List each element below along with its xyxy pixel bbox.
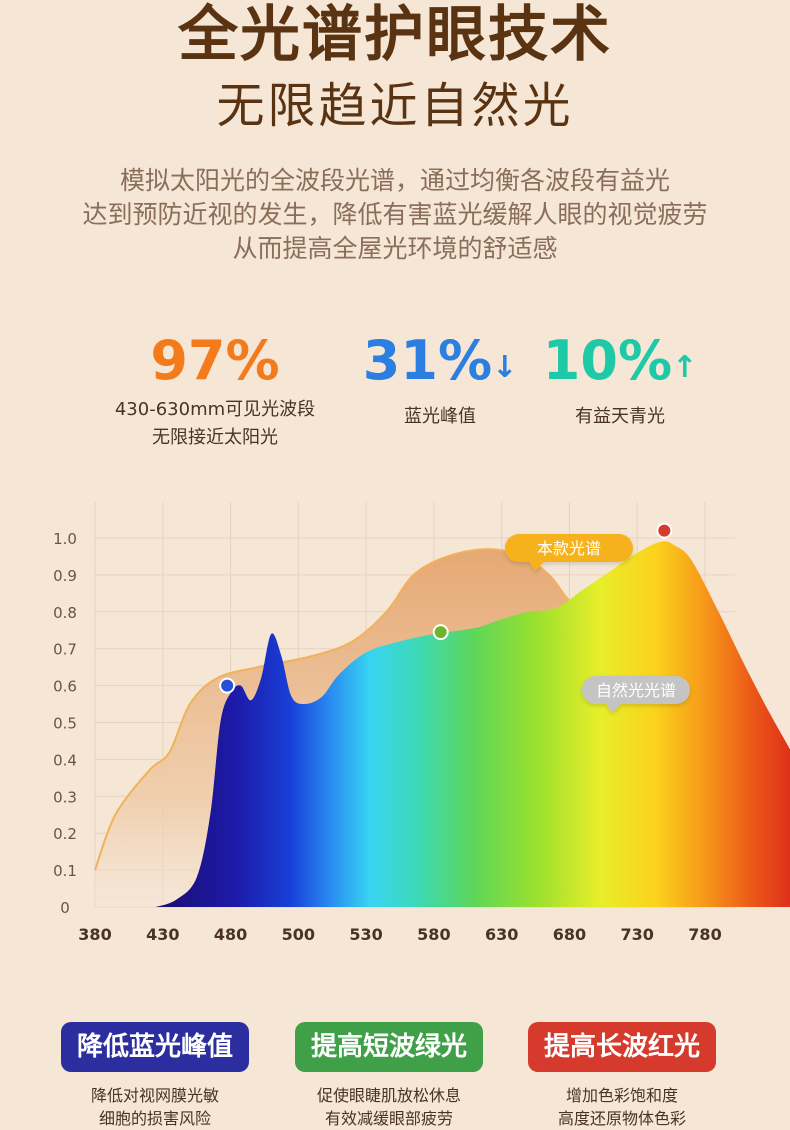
x-tick-label: 580 xyxy=(417,925,450,944)
y-axis: 1.0 0.9 0.8 0.7 0.6 0.5 0.4 0.3 0.2 0.1 0 xyxy=(53,530,77,917)
y-tick-label: 0 xyxy=(60,899,70,917)
callout-text: 本款光谱 xyxy=(537,539,601,558)
x-tick-label: 730 xyxy=(621,925,654,944)
feature-caption: 降低对视网膜光敏 细胞的损害风险 xyxy=(55,1084,255,1130)
stat-value: 10%↑ xyxy=(520,330,720,399)
product-spectrum-area xyxy=(156,541,790,907)
stat-number: 10% xyxy=(542,329,673,392)
stat-label: 有益天青光 xyxy=(520,403,720,431)
stat-label: 430-630mm可见光波段 无限接近太阳光 xyxy=(95,396,335,452)
stat-label-line: 有益天青光 xyxy=(575,406,665,427)
caption-line: 增加色彩饱和度 xyxy=(565,1086,678,1105)
callout-text: 自然光光谱 xyxy=(596,681,676,700)
y-tick-label: 0.2 xyxy=(53,825,77,843)
y-tick-label: 0.7 xyxy=(53,641,77,659)
stat-visible-band: 97% 430-630mm可见光波段 无限接近太阳光 xyxy=(95,330,335,452)
arrow-up-icon: ↑ xyxy=(672,350,698,385)
feature-pill-red: 提高长波红光 xyxy=(528,1022,716,1072)
stat-number: 31% xyxy=(362,329,493,392)
arrow-down-icon: ↓ xyxy=(492,350,518,385)
stat-label: 蓝光峰值 xyxy=(340,403,540,431)
feature-pill-green: 提高短波绿光 xyxy=(295,1022,483,1072)
stat-value: 31%↓ xyxy=(340,330,540,399)
caption-line: 高度还原物体色彩 xyxy=(557,1109,686,1128)
caption-line: 促使眼睫肌放松休息 xyxy=(316,1086,461,1105)
marker-dot xyxy=(432,624,449,641)
y-tick-label: 1.0 xyxy=(53,530,77,548)
page-subtitle: 无限趋近自然光 xyxy=(216,78,574,134)
feature-pill-blue: 降低蓝光峰值 xyxy=(61,1022,249,1072)
y-tick-label: 0.6 xyxy=(53,678,77,696)
x-tick-label: 430 xyxy=(146,925,179,944)
callout-natural-spectrum: 自然光光谱 xyxy=(582,676,690,713)
caption-line: 细胞的损害风险 xyxy=(98,1109,211,1128)
description-line: 从而提高全屋光环境的舒适感 xyxy=(232,234,558,263)
callout-bubble xyxy=(505,534,633,562)
caption-line: 有效减缓眼部疲劳 xyxy=(324,1109,453,1128)
spectrum-chart: 1.0 0.9 0.8 0.7 0.6 0.5 0.4 0.3 0.2 0.1 0 380 430 48… xyxy=(53,502,790,944)
stat-cyan-light: 10%↑ 有益天青光 xyxy=(520,330,720,431)
x-tick-label: 500 xyxy=(282,925,315,944)
marker-dot xyxy=(219,677,236,694)
stat-label-line: 430-630mm可见光波段 xyxy=(114,399,316,420)
y-tick-label: 0.5 xyxy=(53,715,77,733)
description: 模拟太阳光的全波段光谱，通过均衡各波段有益光 达到预防近视的发生，降低有害蓝光缓… xyxy=(0,164,790,266)
y-tick-label: 0.9 xyxy=(53,567,77,585)
feature-caption: 促使眼睫肌放松休息 有效减缓眼部疲劳 xyxy=(289,1084,489,1130)
x-axis: 380 430 480 500 530 580 630 680 730 780 xyxy=(78,925,721,944)
callout-tail xyxy=(529,561,545,571)
x-tick-label: 780 xyxy=(688,925,721,944)
callout-bubble xyxy=(582,676,690,704)
x-tick-label: 380 xyxy=(78,925,111,944)
marker-dot xyxy=(656,522,673,539)
y-tick-label: 0.4 xyxy=(53,751,77,769)
x-tick-label: 530 xyxy=(349,925,382,944)
markers xyxy=(219,522,673,694)
x-tick-label: 630 xyxy=(485,925,518,944)
page-title: 全光谱护眼技术 xyxy=(178,0,612,70)
stat-value: 97% xyxy=(95,330,335,392)
callout-product-spectrum: 本款光谱 xyxy=(505,534,633,571)
stat-number: 97% xyxy=(150,329,280,392)
y-tick-label: 0.8 xyxy=(53,604,77,622)
y-tick-label: 0.3 xyxy=(53,788,77,806)
stat-blue-peak: 31%↓ 蓝光峰值 xyxy=(340,330,540,431)
description-line: 达到预防近视的发生，降低有害蓝光缓解人眼的视觉疲劳 xyxy=(82,200,708,229)
description-line: 模拟太阳光的全波段光谱，通过均衡各波段有益光 xyxy=(119,166,670,195)
y-tick-label: 0.1 xyxy=(53,862,77,880)
callout-tail xyxy=(606,703,622,713)
feature-caption: 增加色彩饱和度 高度还原物体色彩 xyxy=(522,1084,722,1130)
stat-label-line: 蓝光峰值 xyxy=(404,406,476,427)
caption-line: 降低对视网膜光敏 xyxy=(90,1086,219,1105)
x-tick-label: 480 xyxy=(214,925,247,944)
x-tick-label: 680 xyxy=(553,925,586,944)
stat-label-line: 无限接近太阳光 xyxy=(152,427,278,448)
